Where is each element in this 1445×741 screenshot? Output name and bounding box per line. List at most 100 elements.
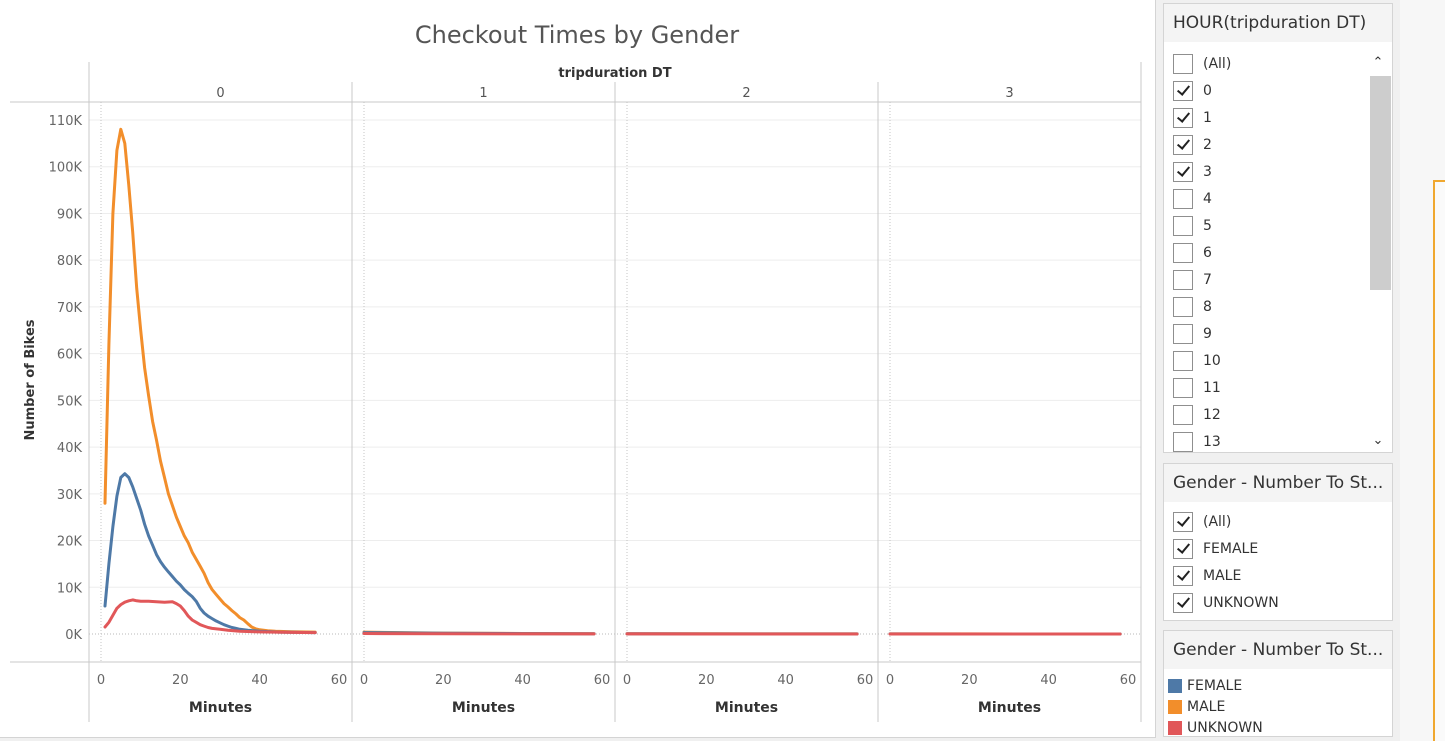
hour-filter-checkbox[interactable] [1173, 242, 1193, 263]
x-tick-label: 20 [435, 673, 452, 688]
hour-filter-checkbox[interactable] [1173, 269, 1193, 290]
hour-filter-checkbox[interactable] [1173, 296, 1193, 317]
gender-filter-checkbox[interactable] [1173, 511, 1193, 532]
y-tick-label: 20K [57, 535, 83, 550]
x-tick-label: 60 [594, 673, 611, 688]
y-tick-label: 80K [57, 254, 83, 269]
hour-filter-checkbox[interactable] [1173, 107, 1193, 128]
gender-legend-list: FEMALE MALE UNKNOWN [1164, 675, 1392, 738]
hour-filter-checkbox[interactable] [1173, 80, 1193, 101]
gender-filter-item[interactable]: MALE [1164, 562, 1392, 589]
legend-swatch [1168, 678, 1182, 693]
hour-filter-label: 11 [1203, 379, 1221, 396]
hour-filter-item[interactable]: (All) [1164, 50, 1370, 77]
hour-filter-item[interactable]: 12 [1164, 401, 1370, 428]
y-tick-label: 50K [57, 394, 83, 409]
gender-filter-item[interactable]: FEMALE [1164, 535, 1392, 562]
hour-filter-item[interactable]: 11 [1164, 374, 1370, 401]
legend-item[interactable]: UNKNOWN [1164, 717, 1392, 738]
legend-label: UNKNOWN [1187, 719, 1263, 736]
hour-filter-checkbox[interactable] [1173, 53, 1193, 74]
hour-filter-label: 7 [1203, 271, 1212, 288]
y-axis-label: Number of Bikes [23, 319, 38, 440]
gender-filter-checkbox[interactable] [1173, 538, 1193, 559]
x-tick-label: 20 [961, 673, 978, 688]
hour-filter-item[interactable]: 10 [1164, 347, 1370, 374]
scroll-thumb[interactable] [1370, 76, 1391, 290]
scroll-down-icon[interactable]: ⌄ [1372, 433, 1384, 448]
hour-filter-checkbox[interactable] [1173, 161, 1193, 182]
hour-filter-checkbox[interactable] [1173, 188, 1193, 209]
gender-filter-item[interactable]: (All) [1164, 508, 1392, 535]
x-tick-label: 60 [857, 673, 874, 688]
hour-filter-title: HOUR(tripduration DT) [1164, 4, 1392, 42]
hour-filter-scrollbar[interactable]: ⌃ ⌄ [1367, 52, 1391, 452]
y-tick-label: 100K [49, 161, 83, 176]
hour-filter-label: 8 [1203, 298, 1212, 315]
window-edge-accent [1433, 180, 1445, 741]
x-tick-label: 40 [1040, 673, 1057, 688]
pane-header-label: 1 [479, 86, 487, 101]
hour-filter-label: 3 [1203, 163, 1212, 180]
x-tick-label: 0 [886, 673, 894, 688]
hour-filter-item[interactable]: 1 [1164, 104, 1370, 131]
hour-filter-item[interactable]: 7 [1164, 266, 1370, 293]
hour-filter-item[interactable]: 3 [1164, 158, 1370, 185]
gender-filter-list: (All) FEMALE MALE UNKNOWN [1164, 508, 1392, 616]
series-line-unknown [103, 598, 317, 635]
hour-filter-checkbox[interactable] [1173, 134, 1193, 155]
hour-filter-checkbox[interactable] [1173, 350, 1193, 371]
gender-filter-label: MALE [1203, 567, 1242, 584]
scroll-up-icon[interactable]: ⌃ [1372, 55, 1384, 70]
y-tick-label: 30K [57, 488, 83, 503]
hour-filter-item[interactable]: 8 [1164, 293, 1370, 320]
chart-title: Checkout Times by Gender [415, 21, 739, 49]
hour-filter-item[interactable]: 4 [1164, 185, 1370, 212]
hour-filter-checkbox[interactable] [1173, 431, 1193, 452]
legend-item[interactable]: FEMALE [1164, 675, 1392, 696]
hour-filter-item[interactable]: 9 [1164, 320, 1370, 347]
hour-filter-item[interactable]: 6 [1164, 239, 1370, 266]
hour-filter-checkbox[interactable] [1173, 377, 1193, 398]
hour-filter-checkbox[interactable] [1173, 323, 1193, 344]
hour-filter-item[interactable]: 5 [1164, 212, 1370, 239]
y-tick-label: 60K [57, 348, 83, 363]
hour-filter-item[interactable]: 0 [1164, 77, 1370, 104]
hour-filter-panel: HOUR(tripduration DT) (All) 0 1 2 3 4 5 6 7 8 9 10 1… [1163, 3, 1393, 453]
x-tick-label: 60 [331, 673, 348, 688]
hour-filter-label: 4 [1203, 190, 1212, 207]
hour-filter-label: 5 [1203, 217, 1212, 234]
pane-header-label: 3 [1005, 86, 1013, 101]
y-tick-label: 10K [57, 581, 83, 596]
hour-filter-list: (All) 0 1 2 3 4 5 6 7 8 9 10 11 12 13 [1164, 50, 1370, 455]
x-axis-label: Minutes [715, 700, 778, 716]
gender-filter-item[interactable]: UNKNOWN [1164, 589, 1392, 616]
y-tick-label: 110K [49, 114, 83, 129]
hour-filter-label: 10 [1203, 352, 1221, 369]
x-tick-label: 20 [698, 673, 715, 688]
gender-filter-checkbox[interactable] [1173, 592, 1193, 613]
series-line-male [103, 127, 317, 634]
gender-filter-label: FEMALE [1203, 540, 1259, 557]
legend-swatch [1168, 720, 1182, 735]
hour-filter-checkbox[interactable] [1173, 215, 1193, 236]
gender-filter-label: (All) [1203, 513, 1232, 530]
hour-filter-label: 0 [1203, 82, 1212, 99]
x-axis-label: Minutes [189, 700, 252, 716]
legend-item[interactable]: MALE [1164, 696, 1392, 717]
series-line-female [103, 472, 317, 635]
hour-filter-item[interactable]: 2 [1164, 131, 1370, 158]
column-header-title: tripduration DT [558, 66, 671, 81]
hour-filter-item[interactable]: 13 [1164, 428, 1370, 455]
x-tick-label: 20 [172, 673, 189, 688]
gender-filter-label: UNKNOWN [1203, 594, 1279, 611]
hour-filter-checkbox[interactable] [1173, 404, 1193, 425]
hour-filter-label: 6 [1203, 244, 1212, 261]
x-axis-label: Minutes [452, 700, 515, 716]
chart-area: Checkout Times by Gender tripduration DT 0… [0, 0, 1156, 738]
pane-header-label: 2 [742, 86, 750, 101]
y-tick-label: 40K [57, 441, 83, 456]
gender-legend-title: Gender - Number To St... [1164, 631, 1392, 669]
hour-filter-label: 12 [1203, 406, 1221, 423]
gender-filter-checkbox[interactable] [1173, 565, 1193, 586]
